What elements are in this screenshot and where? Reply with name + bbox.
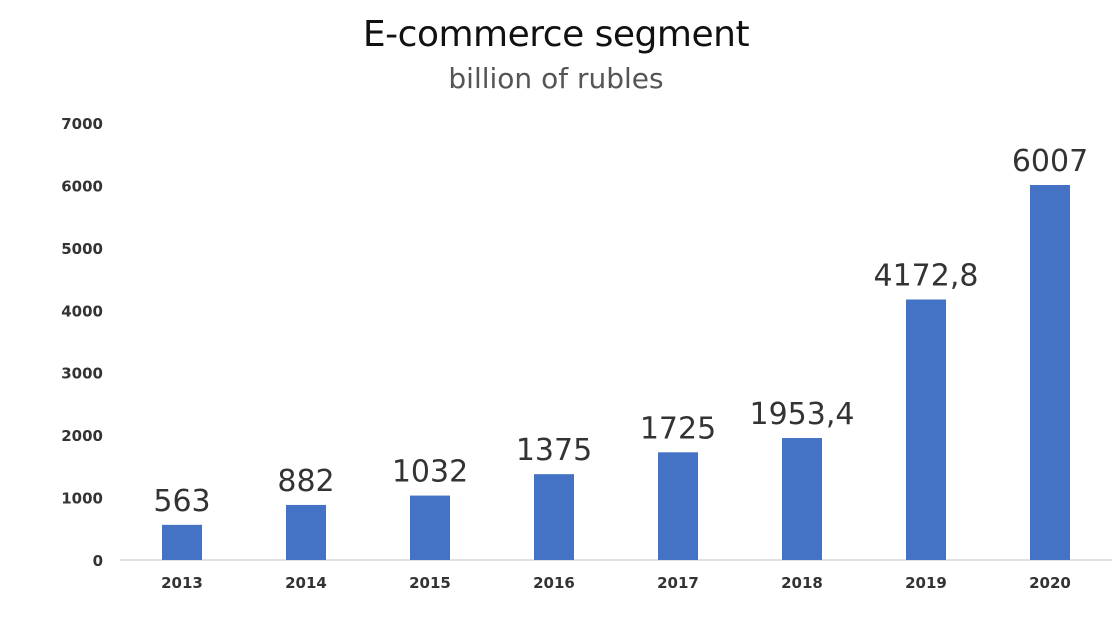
y-tick-label: 1000 xyxy=(61,490,103,508)
x-tick-label-2013: 2013 xyxy=(161,574,203,592)
bar-2016 xyxy=(534,474,574,560)
x-tick-label-2015: 2015 xyxy=(409,574,451,592)
bar-2014 xyxy=(286,504,326,560)
y-tick-label: 5000 xyxy=(61,240,103,258)
data-label-2020: 6007 xyxy=(1012,144,1088,179)
chart-subtitle: billion of rubles xyxy=(448,62,664,95)
chart-title: E-commerce segment xyxy=(362,14,750,55)
x-tick-label-2019: 2019 xyxy=(905,574,947,592)
y-tick-label: 0 xyxy=(93,552,103,570)
bar-2019 xyxy=(906,299,946,560)
y-tick-label: 4000 xyxy=(61,302,103,320)
x-tick-label-2017: 2017 xyxy=(657,574,699,592)
bar-2015 xyxy=(410,495,450,560)
x-tick-label-2018: 2018 xyxy=(781,574,823,592)
y-tick-label: 2000 xyxy=(61,427,103,445)
bar-2020 xyxy=(1030,184,1070,560)
data-label-2018: 1953,4 xyxy=(750,397,855,432)
x-tick-label-2016: 2016 xyxy=(533,574,575,592)
y-tick-label: 3000 xyxy=(61,365,103,383)
data-label-2017: 1725 xyxy=(640,411,716,446)
data-label-2013: 563 xyxy=(153,484,210,519)
bar-2013 xyxy=(162,524,202,560)
data-label-2019: 4172,8 xyxy=(874,258,979,293)
x-tick-label-2020: 2020 xyxy=(1029,574,1071,592)
y-tick-label: 6000 xyxy=(61,177,103,195)
x-tick-label-2014: 2014 xyxy=(285,574,327,592)
data-label-2015: 1032 xyxy=(392,455,468,490)
data-label-2014: 882 xyxy=(277,464,334,499)
data-label-2016: 1375 xyxy=(516,433,592,468)
y-tick-label: 7000 xyxy=(61,115,103,133)
bar-2017 xyxy=(658,452,698,560)
bar-2018 xyxy=(782,438,822,560)
